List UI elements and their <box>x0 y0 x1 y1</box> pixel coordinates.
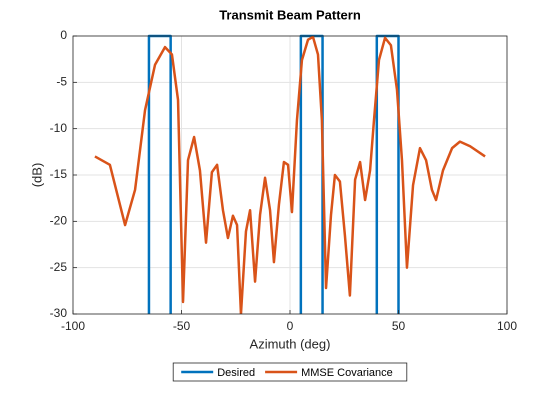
legend-label: MMSE Covariance <box>301 367 393 379</box>
x-tick-label: 0 <box>287 319 294 333</box>
y-tick-label: -30 <box>50 306 68 320</box>
x-tick-label: 100 <box>497 319 517 333</box>
series-line <box>94 35 486 314</box>
y-tick-label: -5 <box>56 75 67 89</box>
y-tick-label: -10 <box>50 121 68 135</box>
chart-title: Transmit Beam Pattern <box>219 7 361 22</box>
y-tick-label: -25 <box>50 260 68 274</box>
x-tick-label: -50 <box>173 319 191 333</box>
y-tick-label: 0 <box>60 28 67 42</box>
legend: Desired MMSE Covariance <box>172 362 408 382</box>
y-tick-label: -15 <box>50 167 68 181</box>
y-tick-label: -20 <box>50 214 68 228</box>
x-tick-label: 50 <box>392 319 406 333</box>
y-axis-label: (dB) <box>29 163 44 188</box>
legend-label: Desired <box>217 367 255 379</box>
x-axis-label: Azimuth (deg) <box>250 336 331 351</box>
x-tick-label: -100 <box>61 319 85 333</box>
